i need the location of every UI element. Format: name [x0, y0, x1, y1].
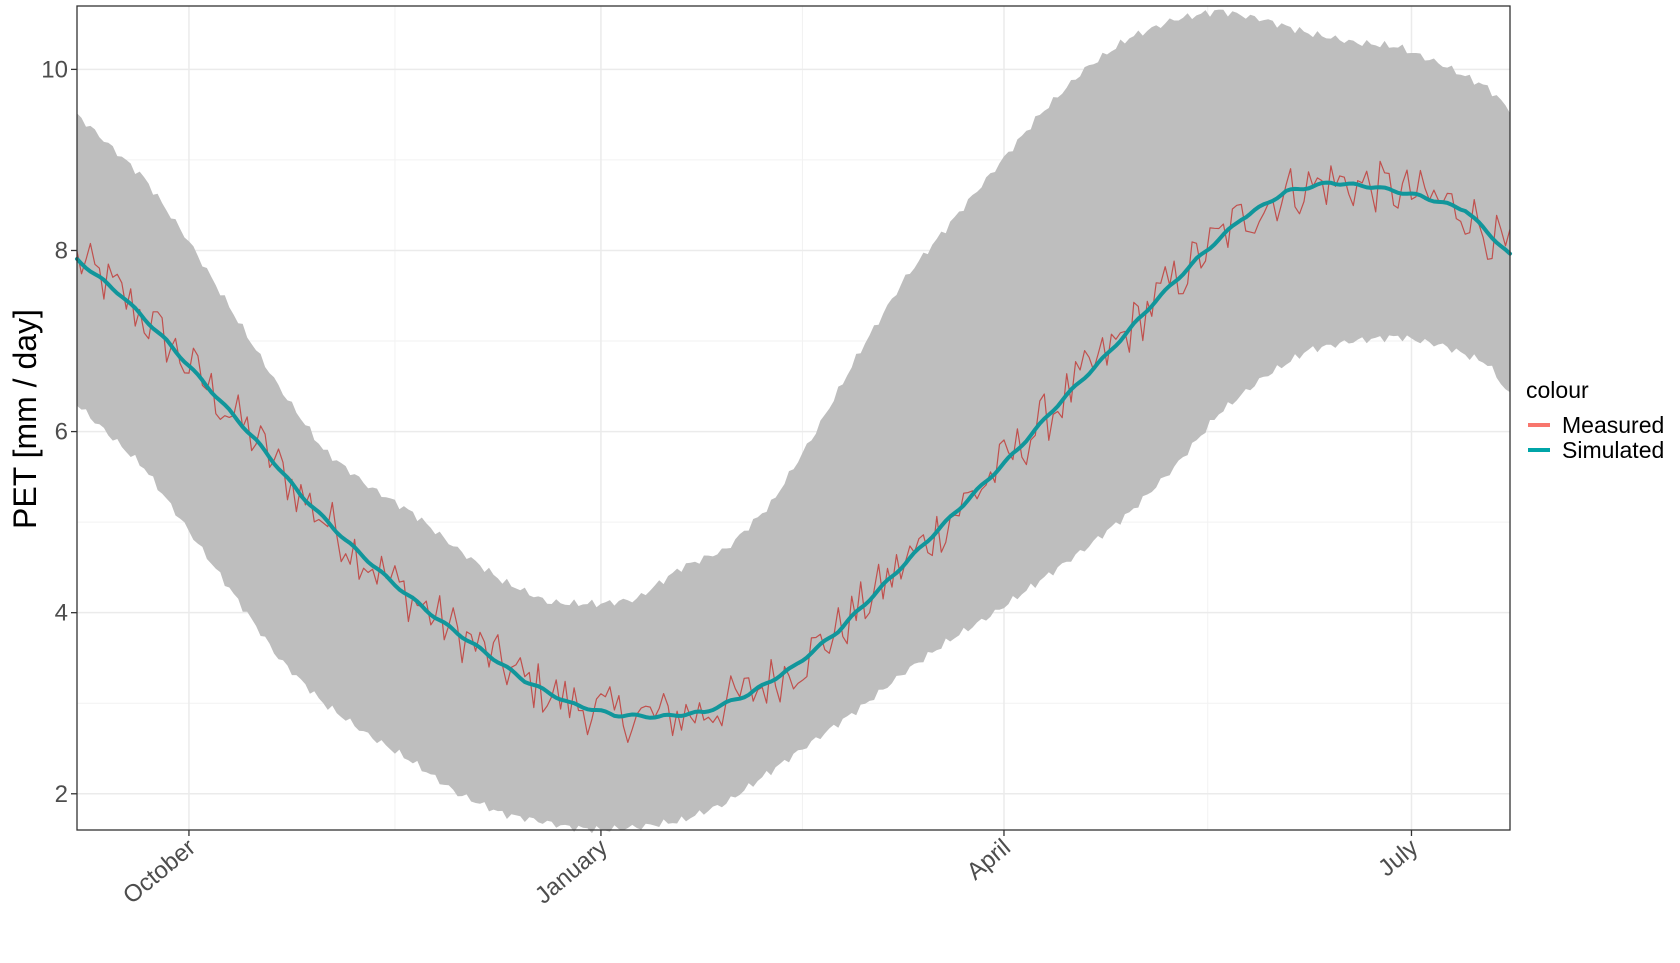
y-tick-label: 8 — [55, 237, 68, 264]
legend-title: colour — [1526, 377, 1589, 403]
y-tick-label: 2 — [55, 781, 68, 808]
x-tick-label: April — [962, 834, 1016, 886]
legend-label-simulated: Simulated — [1562, 437, 1664, 463]
uncertainty-band — [77, 9, 1510, 834]
band-area — [77, 9, 1510, 834]
x-tick-label: July — [1373, 834, 1423, 882]
x-tick-label: January — [530, 834, 613, 910]
x-axis: October January April July — [118, 830, 1423, 909]
y-axis: 2 4 6 8 10 — [41, 56, 77, 808]
y-axis-title: PET [mm / day] — [7, 309, 43, 529]
legend-label-measured: Measured — [1562, 412, 1664, 438]
y-tick-label: 10 — [41, 56, 68, 83]
simulated-line — [75, 180, 1512, 720]
y-tick-label: 4 — [55, 600, 68, 627]
x-tick-label: October — [118, 834, 201, 910]
y-tick-label: 6 — [55, 419, 68, 446]
plot-panel-border — [76, 5, 1511, 831]
series-lines — [75, 160, 1512, 744]
